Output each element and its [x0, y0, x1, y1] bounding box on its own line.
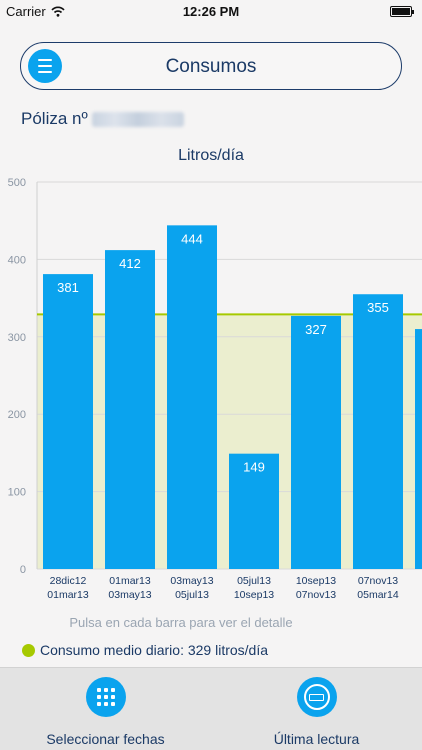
bar[interactable]: [415, 329, 422, 569]
menu-icon-line: [38, 65, 52, 67]
bar[interactable]: [291, 315, 341, 569]
x-tick-label: 07nov13: [358, 575, 398, 587]
tab-bar: Seleccionar fechas Última lectura: [0, 667, 422, 750]
x-tick-label: 07nov13: [296, 589, 336, 601]
menu-icon-line: [38, 59, 52, 61]
bar-value-label: 444: [181, 231, 203, 246]
x-tick-label: 10sep13: [296, 575, 336, 587]
page-title: Consumos: [165, 56, 257, 77]
x-tick-label: 05jul13: [175, 589, 209, 601]
meter-icon[interactable]: [296, 677, 337, 717]
status-bar: Carrier 12:26 PM: [0, 0, 422, 24]
tab-last-reading[interactable]: Última lectura: [211, 668, 422, 750]
wifi-icon: [51, 6, 65, 17]
bar-value-label: 412: [119, 256, 141, 271]
bar[interactable]: [43, 274, 93, 569]
tab-select-dates[interactable]: Seleccionar fechas: [0, 668, 211, 750]
legend-label: Consumo medio diario: 329 litros/día: [40, 642, 269, 658]
chart-title: Litros/día: [178, 147, 244, 164]
x-tick-label: 01mar13: [47, 589, 89, 601]
policy-label: Póliza nº: [21, 109, 88, 128]
bar-value-label: 149: [243, 460, 265, 475]
y-tick-label: 0: [20, 564, 26, 576]
x-tick-label: 05jul13: [237, 575, 271, 587]
bar[interactable]: [105, 250, 155, 569]
policy-row: Póliza nº: [21, 109, 184, 129]
y-tick-label: 200: [8, 409, 26, 421]
y-tick-label: 100: [8, 487, 26, 499]
calendar-grid-icon[interactable]: [85, 677, 126, 717]
tab-last-reading-label: Última lectura: [273, 731, 360, 747]
bar-value-label: 381: [57, 280, 79, 295]
consumption-chart: 0 100 200 300 400 500 381 28dic12 01mar13 412 01ma…: [8, 177, 422, 601]
x-tick-label: 03may13: [108, 589, 151, 601]
menu-icon-line: [38, 71, 52, 73]
bar-value-label: 327: [305, 322, 327, 337]
carrier-label: Carrier: [6, 4, 46, 19]
menu-button[interactable]: [28, 49, 62, 83]
bar[interactable]: [353, 294, 403, 569]
legend: Consumo medio diario: 329 litros/día: [22, 642, 268, 658]
policy-number-redacted: [91, 111, 184, 127]
bar[interactable]: [167, 225, 217, 569]
battery-icon: [390, 6, 414, 17]
x-tick-label: 10sep13: [234, 589, 274, 601]
hint-text: Pulsa en cada barra para ver el detalle: [69, 615, 293, 630]
bar-value-label: 355: [367, 300, 389, 315]
x-tick-label: 01mar13: [109, 575, 151, 587]
status-time: 12:26 PM: [182, 4, 240, 19]
header-bar: Consumos: [20, 42, 402, 90]
x-tick-label: 05mar14: [357, 589, 399, 601]
bar[interactable]: [229, 453, 279, 569]
y-tick-label: 500: [8, 177, 26, 189]
status-left: Carrier: [6, 4, 65, 19]
x-tick-label: 28dic12: [50, 575, 87, 587]
y-tick-label: 300: [8, 332, 26, 344]
y-tick-label: 400: [8, 254, 26, 266]
x-tick-label: 03may13: [170, 575, 213, 587]
legend-dot: [22, 643, 35, 657]
tab-select-dates-label: Seleccionar fechas: [46, 731, 165, 747]
